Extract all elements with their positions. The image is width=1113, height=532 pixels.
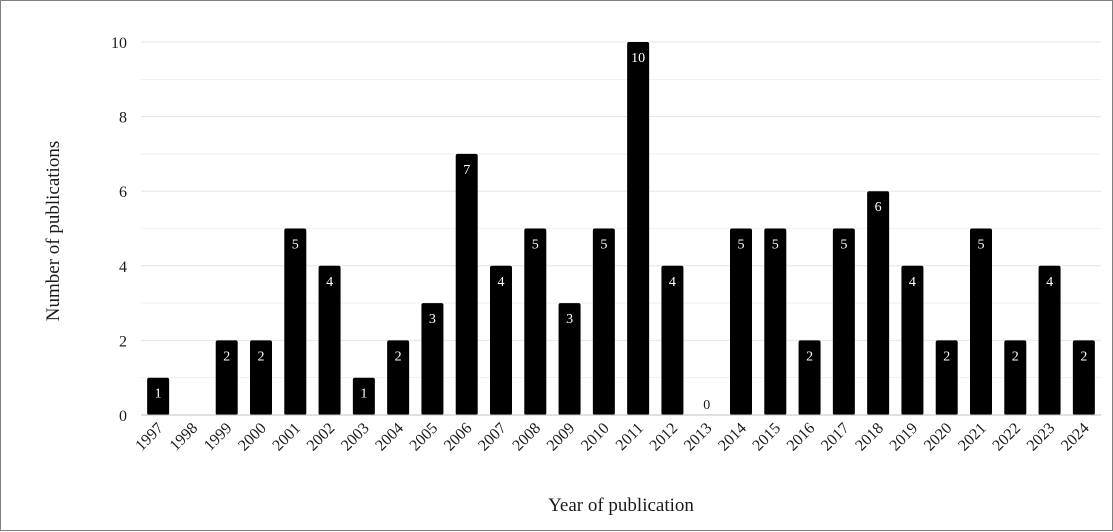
x-tick-label-1999: 1999 bbox=[201, 420, 236, 455]
data-label-2015: 5 bbox=[772, 238, 779, 253]
data-label-2013: 0 bbox=[703, 398, 710, 413]
data-label-2023: 4 bbox=[1046, 275, 1053, 290]
bar-2004 bbox=[387, 340, 410, 415]
bar-2019 bbox=[901, 265, 924, 415]
data-label-2001: 5 bbox=[292, 238, 299, 253]
bar-2011 bbox=[627, 42, 650, 415]
bar-1997 bbox=[147, 377, 170, 415]
x-tick-label-2012: 2012 bbox=[647, 420, 682, 455]
bar-2006 bbox=[455, 153, 478, 415]
x-tick-label-2017: 2017 bbox=[818, 420, 853, 455]
x-axis-title: Year of publication bbox=[548, 495, 694, 516]
bar-2008 bbox=[524, 228, 547, 415]
y-axis-ticks: 0 2 4 6 8 10 bbox=[111, 35, 127, 425]
bar-2022 bbox=[1004, 340, 1027, 415]
x-tick-label-2005: 2005 bbox=[407, 420, 442, 455]
bar-2007 bbox=[490, 265, 512, 415]
bar-2014 bbox=[730, 228, 752, 415]
x-tick-label-2004: 2004 bbox=[372, 420, 407, 455]
y-axis-title: Number of publications bbox=[43, 141, 64, 321]
x-tick-label-2015: 2015 bbox=[749, 420, 784, 455]
data-label-2022: 2 bbox=[1012, 349, 1019, 364]
data-label-2016: 2 bbox=[806, 349, 813, 364]
bar-2016 bbox=[798, 340, 821, 415]
data-label-2014: 5 bbox=[738, 238, 745, 253]
data-label-2017: 5 bbox=[840, 238, 847, 253]
x-tick-label-2013: 2013 bbox=[681, 420, 716, 455]
x-tick-label-2008: 2008 bbox=[509, 420, 544, 455]
data-label-2019: 4 bbox=[909, 275, 916, 290]
y-tick-label: 2 bbox=[119, 333, 127, 350]
y-tick-label: 0 bbox=[119, 408, 127, 425]
x-tick-label-2010: 2010 bbox=[578, 420, 613, 455]
x-tick-label-2000: 2000 bbox=[235, 420, 270, 455]
x-axis-ticks: 1997 1998 1999 2000 2001 2002 2003 2004 2005 2006… bbox=[132, 420, 1092, 455]
bars bbox=[147, 42, 1095, 415]
bar-2023 bbox=[1038, 265, 1061, 415]
data-label-2009: 3 bbox=[566, 312, 573, 327]
x-tick-label-2016: 2016 bbox=[784, 420, 819, 455]
x-tick-label-2018: 2018 bbox=[852, 420, 887, 455]
x-tick-label-2020: 2020 bbox=[921, 420, 956, 455]
bar-2021 bbox=[970, 228, 992, 415]
y-tick-label: 10 bbox=[111, 35, 127, 52]
x-tick-label-2001: 2001 bbox=[269, 420, 304, 455]
data-label-2006: 7 bbox=[463, 163, 470, 178]
y-tick-label: 8 bbox=[119, 110, 127, 127]
x-tick-label-2003: 2003 bbox=[338, 420, 373, 455]
x-tick-label-2006: 2006 bbox=[441, 420, 476, 455]
data-label-2021: 5 bbox=[978, 238, 985, 253]
bar-1999 bbox=[215, 340, 238, 415]
data-label-2000: 2 bbox=[258, 349, 265, 364]
x-tick-label-2014: 2014 bbox=[715, 420, 750, 455]
bar-2012 bbox=[661, 265, 684, 415]
data-labels: 1 2 2 5 4 1 2 3 7 4 5 3 5 10 4 0 5 5 2 5 6 4 2 5 2 4 2 bbox=[155, 51, 1088, 413]
x-tick-label-2022: 2022 bbox=[989, 420, 1024, 455]
data-label-1997: 1 bbox=[155, 387, 162, 402]
data-label-2012: 4 bbox=[669, 275, 676, 290]
bar-2024 bbox=[1072, 340, 1095, 415]
x-tick-label-2007: 2007 bbox=[475, 420, 510, 455]
x-tick-label-2002: 2002 bbox=[304, 420, 339, 455]
bar-2017 bbox=[832, 228, 855, 415]
data-label-2008: 5 bbox=[532, 238, 539, 253]
data-label-2010: 5 bbox=[600, 238, 607, 253]
bar-2020 bbox=[935, 340, 958, 415]
x-tick-label-2019: 2019 bbox=[887, 420, 922, 455]
x-tick-label-2011: 2011 bbox=[613, 420, 647, 454]
data-label-2007: 4 bbox=[498, 275, 505, 290]
y-tick-label: 6 bbox=[119, 184, 127, 201]
bar-2018 bbox=[867, 191, 890, 415]
x-tick-label-2021: 2021 bbox=[955, 420, 990, 455]
x-tick-label-2009: 2009 bbox=[544, 420, 579, 455]
data-label-2011: 10 bbox=[631, 51, 645, 66]
bar-2000 bbox=[250, 340, 272, 415]
data-label-2002: 4 bbox=[326, 275, 333, 290]
data-label-2024: 2 bbox=[1080, 349, 1087, 364]
data-label-1999: 2 bbox=[223, 349, 230, 364]
bar-2001 bbox=[284, 228, 307, 415]
data-label-2020: 2 bbox=[943, 349, 950, 364]
x-tick-label-1997: 1997 bbox=[132, 420, 167, 455]
x-tick-label-2024: 2024 bbox=[1058, 420, 1093, 455]
bar-2005 bbox=[421, 303, 444, 415]
bar-2015 bbox=[764, 228, 787, 415]
bar-2009 bbox=[558, 303, 581, 415]
bar-2003 bbox=[352, 377, 375, 415]
bar-2002 bbox=[318, 265, 341, 415]
x-tick-label-1998: 1998 bbox=[167, 420, 202, 455]
data-label-2003: 1 bbox=[360, 387, 367, 402]
x-tick-label-2023: 2023 bbox=[1024, 420, 1059, 455]
y-tick-label: 4 bbox=[119, 259, 127, 276]
data-label-2004: 2 bbox=[395, 349, 402, 364]
data-label-2005: 3 bbox=[429, 312, 436, 327]
data-label-2018: 6 bbox=[875, 200, 882, 215]
bar-2010 bbox=[592, 228, 615, 415]
